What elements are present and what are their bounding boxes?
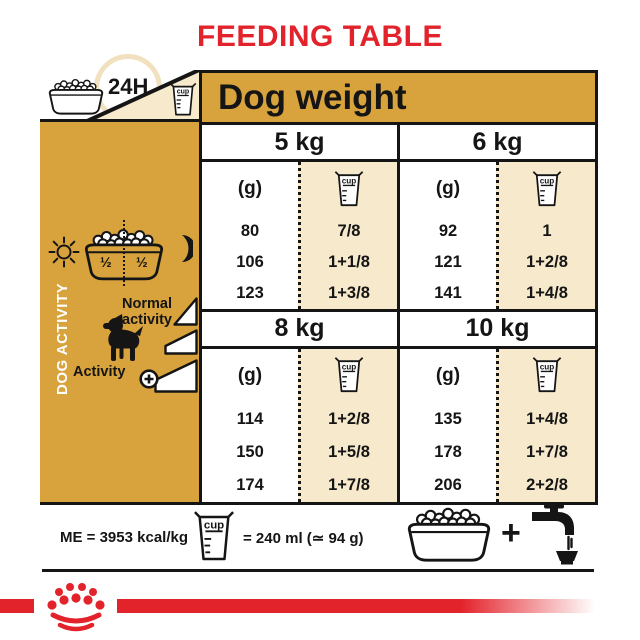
grams-unit-header: (g)	[435, 178, 461, 199]
dog-silhouette-icon	[103, 314, 143, 361]
table-section-5-6kg: 5 kg 6 kg (g) 80 106 123	[202, 125, 595, 312]
weight-column-8kg: (g) 114 150 174 cup	[202, 348, 400, 502]
cups-value: 1+1/8	[328, 252, 370, 271]
activity-ramp-small-icon	[173, 297, 198, 326]
activity-plus-label: Activity	[73, 364, 126, 380]
grams-column: (g) 114 150 174	[202, 349, 298, 502]
footer-divider	[42, 569, 594, 572]
grams-column: (g) 135 178 206	[400, 349, 496, 502]
table-section-8-10kg: 8 kg 10 kg (g) 114 150 174	[202, 311, 595, 502]
weight-column-10kg: (g) 135 178 206 cup	[400, 348, 595, 502]
plus-symbol: +	[501, 514, 521, 552]
cup-icon-label: cup	[342, 176, 357, 185]
weight-header-row: 8 kg 10 kg	[202, 311, 595, 349]
sun-icon	[48, 236, 80, 268]
measuring-cup-icon: cup	[532, 357, 562, 393]
dog-weight-header: Dog weight	[199, 70, 598, 122]
grams-value: 206	[434, 475, 462, 494]
grams-value: 121	[434, 252, 462, 271]
cup-icon-label: cup	[342, 362, 357, 371]
cups-value: 1+5/8	[328, 442, 370, 461]
plus-circle-icon	[139, 369, 159, 389]
page-title: FEEDING TABLE	[197, 20, 443, 53]
grams-value: 80	[240, 221, 260, 240]
grams-value: 114	[236, 409, 264, 428]
cups-column: cup 7/8 1+1/8 1+3/8	[298, 162, 397, 309]
cups-column: cup 1+4/8 1+7/8 2+2/8	[496, 348, 595, 502]
feeding-table: 5 kg 6 kg (g) 80 106 123	[199, 122, 598, 505]
cups-value: 1+7/8	[526, 442, 568, 461]
grams-value: 135	[434, 409, 462, 428]
diagonal-wedge	[85, 70, 199, 122]
grams-value: 150	[236, 442, 264, 461]
moon-icon	[182, 234, 193, 263]
cups-value: 1+3/8	[328, 283, 370, 302]
normal-activity-label: Normal activity	[122, 296, 172, 328]
activity-ramp-medium-icon	[164, 329, 198, 355]
weight-header-10kg: 10 kg	[465, 314, 530, 343]
grams-value: 174	[236, 475, 264, 494]
cups-value: 1+2/8	[328, 409, 370, 428]
brand-band-left	[0, 599, 34, 613]
cups-value: 1+4/8	[526, 283, 568, 302]
cup-icon-label: cup	[177, 89, 189, 96]
cups-value: 1+7/8	[328, 475, 370, 494]
grams-column: (g) 92 121 141	[400, 162, 496, 309]
grams-value: 141	[434, 283, 462, 302]
crown-logo-icon	[47, 583, 105, 632]
split-meal-bowl: ½ ½	[78, 220, 170, 286]
measuring-cup-icon: cup	[334, 170, 364, 206]
dog-activity-label: DOG ACTIVITY	[54, 282, 71, 395]
weight-header-row: 5 kg 6 kg	[202, 125, 595, 162]
measuring-cup-icon: cup	[334, 357, 364, 393]
weight-header-5kg: 5 kg	[202, 125, 400, 159]
cups-column: cup 1 1+2/8 1+4/8	[496, 162, 595, 309]
cups-value: 1+2/8	[526, 252, 568, 271]
half-divider-line	[123, 220, 125, 286]
grams-value: 123	[236, 283, 264, 302]
cups-value: 7/8	[337, 221, 361, 240]
grams-unit-header: (g)	[435, 364, 461, 386]
measuring-cup-icon: cup	[194, 511, 234, 561]
brand-band	[117, 599, 595, 613]
water-tap-icon	[532, 503, 578, 565]
cups-value: 1	[542, 221, 552, 240]
half-portion-left: ½	[100, 254, 112, 270]
cup-equivalence-label: = 240 ml (≃ 94 g)	[243, 530, 364, 547]
grams-unit-header: (g)	[237, 364, 263, 386]
cup-icon-label: cup	[540, 362, 555, 371]
measuring-cup-icon: cup	[169, 82, 197, 116]
weight-header-6kg: 6 kg	[472, 127, 523, 156]
cup-icon-label: cup	[204, 519, 224, 531]
dog-activity-sidebar: ½ ½ DOG ACTIVITY Normal activity	[40, 119, 199, 505]
measuring-cup-icon: cup	[532, 170, 562, 206]
grams-unit-header: (g)	[237, 178, 263, 199]
weight-header-8kg: 8 kg	[202, 311, 400, 346]
grams-value: 106	[236, 252, 264, 271]
cups-value: 2+2/8	[526, 475, 568, 494]
cup-icon-label: cup	[540, 176, 555, 185]
grams-value: 92	[438, 221, 458, 240]
weight-column-5kg: (g) 80 106 123 cup	[202, 162, 400, 309]
half-portion-right: ½	[136, 254, 148, 270]
weight-column-6kg: (g) 92 121 141 cup	[400, 162, 595, 309]
food-bowl-icon	[407, 507, 491, 562]
grams-value: 178	[434, 442, 462, 461]
metabolizable-energy-label: ME = 3953 kcal/kg	[60, 529, 188, 546]
activity-ramp-large-icon	[154, 359, 198, 393]
cups-value: 1+4/8	[526, 409, 568, 428]
grams-column: (g) 80 106 123	[202, 162, 298, 309]
cups-column: cup 1+2/8 1+5/8 1+7/8	[298, 348, 397, 502]
